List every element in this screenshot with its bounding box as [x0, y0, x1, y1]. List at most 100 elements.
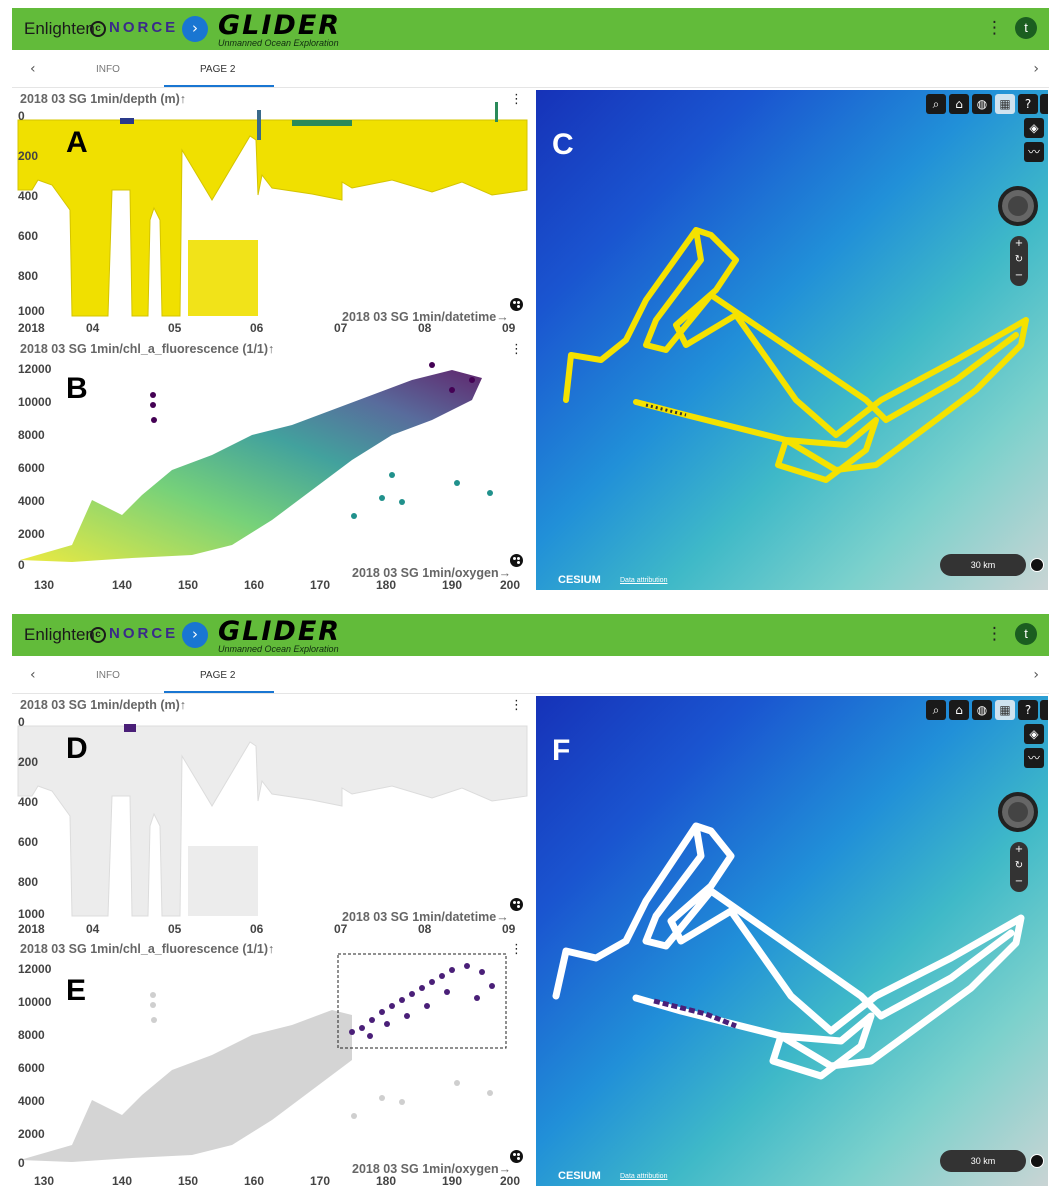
tab-scroll-left-icon[interactable]: ‹	[30, 61, 36, 77]
tab-scroll-right-icon[interactable]: ›	[1033, 667, 1039, 683]
y-tick: 0	[18, 1156, 25, 1170]
cesium-logo: CESIUM	[558, 574, 601, 586]
palette-icon[interactable]	[510, 298, 523, 311]
scatter-cloud	[20, 370, 482, 562]
y-tick: 8000	[18, 428, 45, 442]
palette-icon[interactable]	[1030, 558, 1044, 572]
cesium-logo: CESIUM	[558, 1170, 601, 1182]
y-tick: 2000	[18, 1127, 45, 1141]
x-tick: 09	[502, 321, 516, 335]
panel-letter: C	[552, 128, 574, 161]
x-tick: 170	[310, 578, 331, 592]
compass-icon[interactable]	[998, 186, 1038, 226]
x-tick: 170	[310, 1174, 331, 1188]
avatar[interactable]: t	[1015, 17, 1037, 39]
selection-box	[337, 953, 507, 1049]
y-tick: 800	[18, 875, 39, 889]
y-tick: 10000	[18, 995, 52, 1009]
tab-page-2[interactable]: PAGE 2	[200, 64, 236, 75]
x-tick: 190	[442, 1174, 463, 1188]
depth-chart-xlabel: 2018 03 SG 1min/datetime→	[342, 910, 509, 924]
y-tick: 8000	[18, 1028, 45, 1042]
search-icon[interactable]: ⌕	[926, 94, 946, 114]
panel-letter: F	[552, 734, 571, 767]
data-attribution-link[interactable]: Data attribution	[620, 1173, 668, 1180]
chart-icon[interactable]: 〰	[1024, 142, 1044, 162]
palette-icon[interactable]	[1030, 1154, 1044, 1168]
scatter-chart-title: 2018 03 SG 1min/chl_a_fluorescence (1/1)…	[20, 942, 275, 956]
glider-logo: GLIDER	[218, 10, 342, 41]
panel-menu-icon[interactable]: ⋮	[510, 92, 523, 107]
norce-logo: c NORCE	[90, 19, 178, 37]
x-tick: 08	[418, 321, 432, 335]
scatter-outliers	[150, 992, 493, 1119]
help-icon[interactable]: ?	[1018, 94, 1038, 114]
y-tick: 200	[18, 149, 39, 163]
x-tick: 05	[168, 321, 182, 335]
menu-icon[interactable]: ⋮	[1040, 700, 1048, 720]
depth-chart-panel: A 2018 03 SG 1min/depth (m)↑ ⋮ 0 200 400…	[12, 90, 529, 336]
palette-icon[interactable]	[510, 554, 523, 567]
glider-track-highlight	[645, 403, 687, 417]
zoom-control[interactable]: + ↻ −	[1010, 236, 1028, 286]
panel-menu-icon[interactable]: ⋮	[510, 942, 523, 957]
brand-label: Enlighten	[24, 19, 95, 38]
y-tick: 6000	[18, 1061, 45, 1075]
zoom-control[interactable]: + ↻ −	[1010, 842, 1028, 892]
menu-icon[interactable]: ⋮	[1040, 94, 1048, 114]
tab-bar: ‹ INFO PAGE 2 ›	[12, 660, 1049, 694]
compass-icon[interactable]	[998, 792, 1038, 832]
nav-forward-button[interactable]: ›	[182, 16, 208, 42]
map-track-layer	[563, 227, 1029, 483]
scatter-chart-xlabel: 2018 03 SG 1min/oxygen→	[352, 566, 512, 580]
tab-info[interactable]: INFO	[96, 670, 120, 681]
layers-icon[interactable]: ◈	[1024, 724, 1044, 744]
tab-info[interactable]: INFO	[96, 64, 120, 75]
app-menu-icon[interactable]: ⋮	[986, 18, 1003, 38]
help-icon[interactable]: ?	[1018, 700, 1038, 720]
tab-bar: ‹ INFO PAGE 2 ›	[12, 54, 1049, 88]
panel-menu-icon[interactable]: ⋮	[510, 342, 523, 357]
avatar[interactable]: t	[1015, 623, 1037, 645]
x-tick: 07	[334, 922, 348, 936]
x-tick: 04	[86, 321, 100, 335]
panel-menu-icon[interactable]: ⋮	[510, 698, 523, 713]
map-view[interactable]: F ⌕ ⌂ ◍ ▦ ? ⋮ ◈ 〰 +↻− 30 km CESIUM Data …	[536, 696, 1048, 1186]
home-icon[interactable]: ⌂	[949, 94, 969, 114]
scatter-chart-xlabel: 2018 03 SG 1min/oxygen→	[352, 1162, 512, 1176]
y-tick: 0	[18, 715, 25, 729]
imagery-picker-icon[interactable]: ▦	[995, 700, 1015, 720]
x-tick: 130	[34, 578, 55, 592]
scatter-outliers	[150, 362, 475, 423]
imagery-picker-icon[interactable]: ▦	[995, 94, 1015, 114]
palette-icon[interactable]	[510, 1150, 523, 1163]
panel-letter: D	[66, 732, 88, 765]
scatter-cloud	[20, 1010, 352, 1162]
y-tick: 0	[18, 558, 25, 572]
home-icon[interactable]: ⌂	[949, 700, 969, 720]
globe-icon[interactable]: ◍	[972, 700, 992, 720]
tab-scroll-right-icon[interactable]: ›	[1033, 61, 1039, 77]
norce-label: NORCE	[109, 625, 179, 642]
app-menu-icon[interactable]: ⋮	[986, 624, 1003, 644]
chart-icon[interactable]: 〰	[1024, 748, 1044, 768]
x-tick: 2018	[18, 321, 45, 335]
tab-page-2[interactable]: PAGE 2	[200, 670, 236, 681]
x-tick: 04	[86, 922, 100, 936]
globe-icon[interactable]: ◍	[972, 94, 992, 114]
nav-forward-button[interactable]: ›	[182, 622, 208, 648]
y-tick: 600	[18, 229, 39, 243]
data-attribution-link[interactable]: Data attribution	[620, 577, 668, 584]
x-tick: 09	[502, 922, 516, 936]
depth-top-band	[292, 120, 352, 126]
tab-scroll-left-icon[interactable]: ‹	[30, 667, 36, 683]
map-view[interactable]: C ⌕ ⌂ ◍ ▦ ? ⋮ ◈ 〰 +↻− 30 km CESIUM Data …	[536, 90, 1048, 590]
active-tab-indicator	[164, 691, 274, 693]
palette-icon[interactable]	[510, 898, 523, 911]
y-tick: 10000	[18, 395, 52, 409]
depth-highlight-mark	[120, 118, 134, 124]
depth-selection-mark	[124, 724, 136, 732]
layers-icon[interactable]: ◈	[1024, 118, 1044, 138]
x-tick: 2018	[18, 922, 45, 936]
search-icon[interactable]: ⌕	[926, 700, 946, 720]
